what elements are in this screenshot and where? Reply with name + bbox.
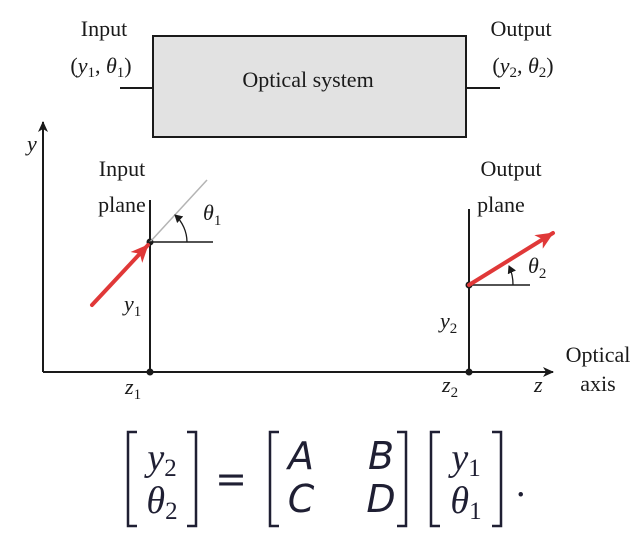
- output-angle-arc: [509, 266, 513, 285]
- optical-axis-label-line2: axis: [580, 371, 615, 396]
- optical-axis-label-line1: Optical: [566, 342, 631, 367]
- input-params: (y1, θ1): [70, 53, 131, 81]
- input-ray-arrow: [92, 245, 148, 305]
- input-plane-title-line1: Input: [99, 156, 145, 181]
- output-label: Output: [490, 16, 551, 41]
- output-plane-title-line2: plane: [477, 192, 525, 217]
- output-z-label: z2: [441, 372, 458, 401]
- ray-transfer-equation: y2 θ2 = A B C D y1 θ1 .: [128, 432, 526, 526]
- matrix-bracket-left: [270, 432, 279, 526]
- optical-system-label: Optical system: [242, 67, 373, 92]
- lhs-bracket-left: [128, 432, 137, 526]
- equation-period: .: [516, 463, 526, 505]
- matrix-a: A: [285, 434, 314, 478]
- matrix-d: D: [366, 477, 395, 521]
- input-plane-title-line2: plane: [98, 192, 146, 217]
- input-angle-label: θ1: [203, 200, 221, 229]
- output-plane-title-line1: Output: [480, 156, 541, 181]
- rhs-row-2: θ1: [450, 480, 481, 525]
- rhs-bracket-left: [431, 432, 440, 526]
- input-angle-arc: [175, 215, 187, 242]
- y-axis-label: y: [25, 131, 37, 156]
- input-angle-guide: [150, 180, 207, 242]
- output-height-label: y2: [438, 308, 457, 337]
- matrix-b: B: [368, 434, 394, 478]
- matrix-c: C: [288, 477, 315, 521]
- input-label: Input: [81, 16, 127, 41]
- rhs-bracket-right: [492, 432, 501, 526]
- z-axis-label: z: [533, 372, 543, 397]
- lhs-row-1: y2: [143, 437, 176, 482]
- output-plane-z-dot: [466, 369, 473, 376]
- lhs-bracket-right: [187, 432, 196, 526]
- equals-sign: =: [215, 457, 247, 501]
- lhs-row-2: θ2: [146, 480, 177, 525]
- input-height-label: y1: [122, 291, 141, 320]
- output-angle-label: θ2: [528, 253, 546, 282]
- output-params: (y2, θ2): [492, 53, 553, 81]
- matrix-bracket-right: [397, 432, 406, 526]
- rhs-row-1: y1: [447, 437, 480, 482]
- input-z-label: z1: [124, 374, 141, 403]
- input-plane-z-dot: [147, 369, 154, 376]
